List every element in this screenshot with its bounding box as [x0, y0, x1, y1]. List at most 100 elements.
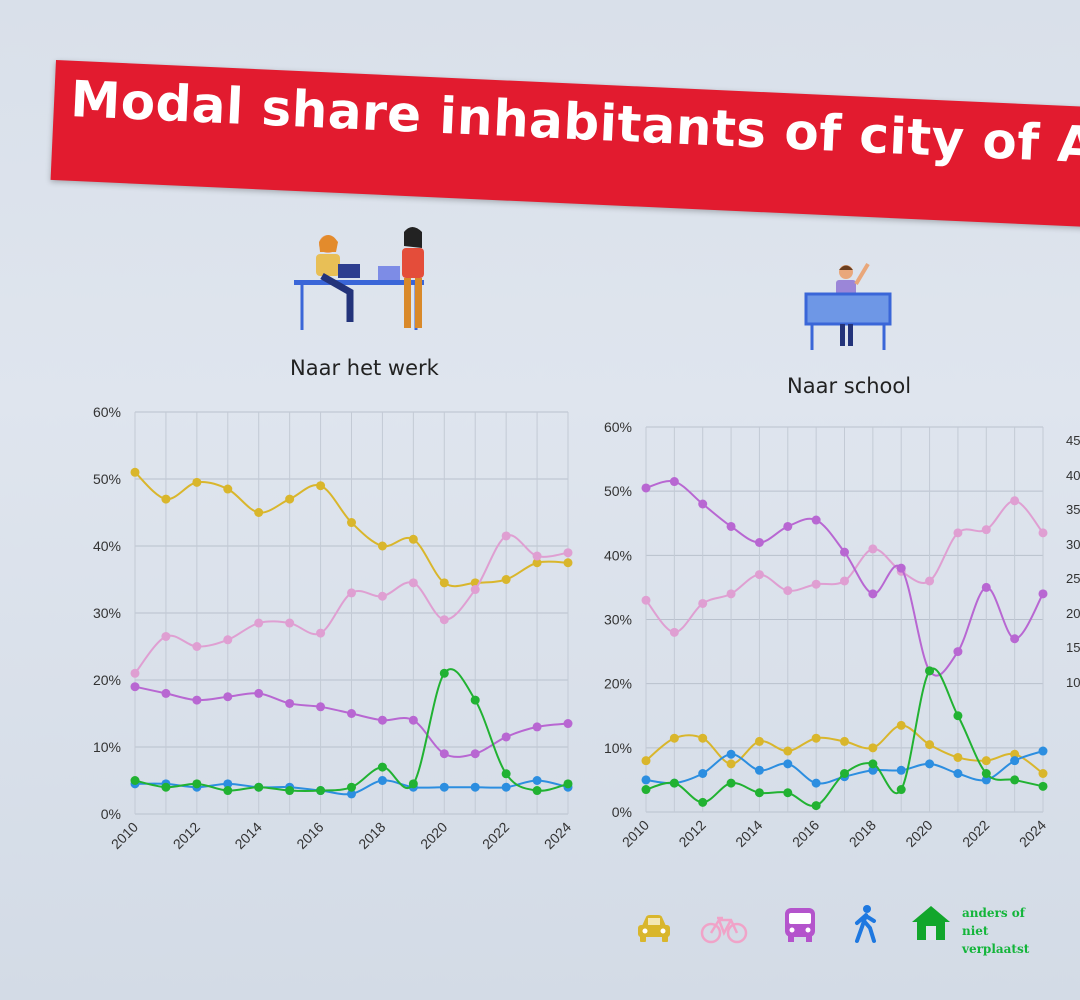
y-tick-label: 0% — [612, 804, 632, 820]
chart-title-school: Naar school — [787, 374, 912, 398]
data-point-bus — [439, 749, 449, 759]
data-point-car — [981, 756, 991, 766]
data-point-car — [130, 467, 140, 477]
chart-school: 0% 10% 20% 30% 40% 50% 60% 2010 2012 2014 2016 2018… — [604, 419, 1049, 850]
third-chart-tick: 15 — [1066, 640, 1080, 655]
data-point-walking — [223, 779, 233, 789]
third-chart-tick: 25 — [1066, 571, 1080, 586]
data-point-walking — [641, 775, 651, 785]
x-tick-label: 2016 — [789, 817, 822, 850]
legend-home-label-line1: anders of niet — [962, 906, 1025, 938]
x-tick-label: 2022 — [479, 819, 512, 852]
third-chart-tick: 40 — [1066, 467, 1080, 483]
data-point-car — [161, 494, 171, 504]
data-point-home — [563, 779, 573, 789]
data-point-car — [896, 720, 906, 730]
data-point-bus — [981, 582, 991, 592]
data-point-bicycle — [840, 576, 849, 586]
data-point-walking — [726, 749, 736, 759]
data-point-bicycle — [439, 615, 449, 625]
data-point-bus — [285, 698, 295, 708]
legend-bicycle-icon — [700, 916, 748, 944]
data-point-bicycle — [953, 528, 963, 538]
data-point-bicycle — [161, 631, 171, 641]
third-chart-tick: 35 — [1066, 502, 1080, 517]
data-point-bicycle — [223, 635, 233, 645]
y-tick-label: 20% — [604, 676, 632, 692]
x-tick-label: 2018 — [846, 817, 879, 850]
data-point-walking — [896, 765, 906, 775]
third-chart-tick: 10 — [1066, 674, 1080, 690]
series-line-home — [134, 668, 569, 792]
data-point-car — [408, 534, 418, 544]
data-point-walking — [501, 782, 511, 792]
legend-home-label-line2: verplaatst — [962, 942, 1030, 956]
data-point-bicycle — [532, 551, 542, 561]
third-chart-tick: 45 — [1066, 433, 1080, 448]
third-chart-tick: 30 — [1066, 536, 1080, 552]
data-point-home — [754, 788, 764, 798]
data-point-bus — [470, 749, 480, 759]
data-point-home — [377, 762, 387, 772]
data-point-car — [563, 558, 573, 568]
data-point-home — [347, 782, 356, 792]
data-point-walking — [1038, 746, 1048, 756]
data-point-bicycle — [130, 668, 140, 678]
y-tick-label: 40% — [93, 538, 121, 554]
data-point-home — [868, 759, 878, 769]
x-tick-label: 2016 — [293, 819, 326, 852]
data-point-bus — [347, 709, 356, 718]
data-point-home — [981, 769, 991, 778]
data-point-home — [501, 769, 511, 779]
data-point-walking — [347, 789, 356, 799]
data-point-car — [783, 746, 793, 756]
data-point-home — [161, 782, 171, 792]
y-tick-label: 50% — [93, 471, 121, 487]
data-point-car — [347, 518, 356, 528]
work-illustration — [294, 227, 424, 330]
data-point-bus — [223, 692, 233, 702]
data-point-bicycle — [1010, 496, 1020, 506]
data-point-bicycle — [316, 628, 326, 638]
data-point-bus — [641, 483, 651, 493]
data-point-walking — [1010, 756, 1020, 766]
data-point-car — [1038, 769, 1048, 778]
data-point-walking — [925, 759, 935, 769]
data-point-car — [726, 759, 736, 769]
chart-work: 0% 10% 20% 30% 40% 50% 60% 2010 2012 2014 2016 2018… — [93, 404, 574, 852]
data-point-car — [953, 752, 963, 762]
data-point-walking — [470, 782, 480, 792]
data-point-bus — [532, 722, 542, 732]
data-point-bus — [840, 547, 849, 557]
x-tick-label: 2018 — [355, 819, 388, 852]
y-tick-label: 50% — [604, 483, 632, 499]
data-point-car — [223, 484, 233, 494]
legend-home-label: anders of niet verplaatst — [962, 904, 1042, 958]
data-point-car — [316, 481, 326, 491]
x-tick-label: 2024 — [1016, 817, 1049, 850]
data-point-home — [316, 786, 326, 796]
series-line-bus — [645, 480, 1044, 677]
data-point-home — [285, 786, 295, 796]
data-point-bicycle — [470, 585, 480, 595]
x-tick-label: 2014 — [732, 817, 765, 850]
data-point-car — [285, 494, 295, 504]
legend-car-icon — [638, 915, 670, 942]
data-point-bus — [377, 715, 387, 725]
data-point-home — [408, 779, 418, 789]
data-point-walking — [981, 775, 991, 785]
data-point-walking — [377, 776, 387, 785]
y-tick-label: 60% — [604, 419, 632, 435]
data-point-bicycle — [377, 591, 387, 601]
x-tick-label: 2010 — [619, 817, 652, 850]
x-tick-label: 2014 — [231, 819, 264, 852]
data-point-car — [669, 733, 679, 743]
data-point-home — [1038, 781, 1048, 791]
data-point-home — [698, 797, 708, 807]
data-point-car — [501, 575, 511, 584]
data-point-bicycle — [563, 548, 573, 558]
data-point-walking — [868, 765, 878, 775]
x-tick-label: 2010 — [108, 819, 141, 852]
data-point-bicycle — [408, 578, 418, 588]
